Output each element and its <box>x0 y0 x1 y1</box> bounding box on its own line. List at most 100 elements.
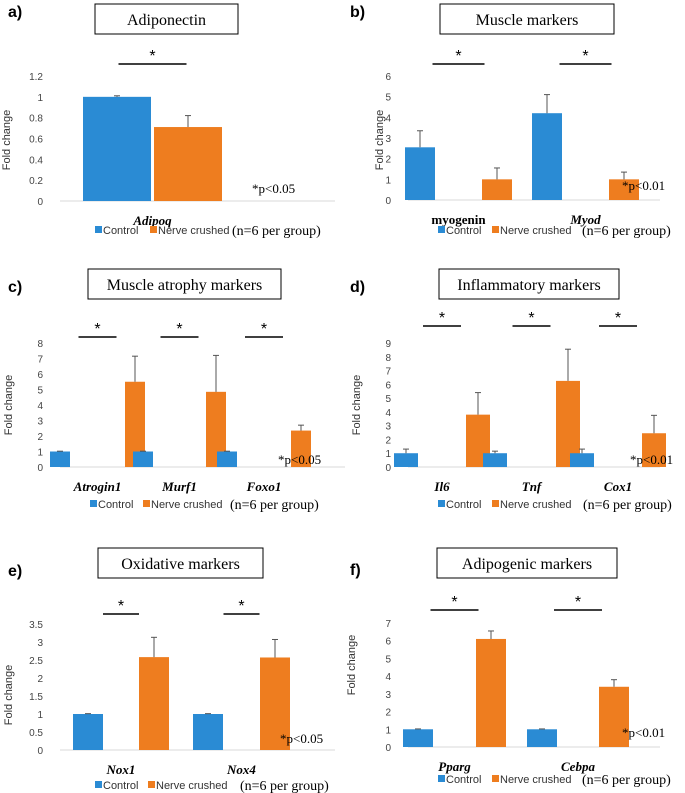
category-label: Nox4 <box>226 762 256 777</box>
significance-star: * <box>94 321 100 338</box>
y-tick-label: 0 <box>385 463 391 474</box>
significance-star: * <box>118 598 124 615</box>
significance-star: * <box>238 598 244 615</box>
y-tick-label: 2.5 <box>29 656 43 667</box>
legend-label-control: Control <box>98 499 133 511</box>
bar-control <box>403 729 433 747</box>
significance-star: * <box>261 321 267 338</box>
bar-control <box>483 453 507 467</box>
y-tick-label: 9 <box>385 339 391 350</box>
y-tick-label: 1.2 <box>29 72 43 83</box>
significance-star: * <box>439 310 445 327</box>
category-label: Il6 <box>433 479 450 494</box>
legend-swatch-control <box>95 781 102 788</box>
group-size-note: (n=6 per group) <box>582 224 671 239</box>
panel-label: d) <box>350 279 365 296</box>
chart-panel-2: b) Muscle markers Fold change 0 1 2 3 4 5 6 * myoge… <box>350 3 671 239</box>
title-box <box>436 547 618 579</box>
chart-panel-1: a) Adiponectin Fold change 0 0.2 0.4 0.6 0.8 1 1.… <box>1 3 335 239</box>
legend-label-nerve-crushed: Nerve crushed <box>158 225 230 237</box>
y-axis-label: Fold change <box>351 375 363 436</box>
bar-control <box>527 729 557 747</box>
y-tick-label: 4 <box>37 401 43 412</box>
bar-nerve-crushed <box>291 430 311 467</box>
y-tick-label: 8 <box>385 353 391 364</box>
y-tick-label: 2 <box>385 155 391 166</box>
legend-swatch-nerve-crushed <box>492 775 499 782</box>
significance-star: * <box>528 310 534 327</box>
title-box <box>438 268 620 300</box>
chart-title: Inflammatory markers <box>457 277 601 294</box>
bar-nerve-crushed <box>139 657 169 750</box>
legend-swatch-nerve-crushed <box>492 500 499 507</box>
bar-control <box>133 451 153 467</box>
legend-label-control: Control <box>103 225 138 237</box>
significance-star: * <box>455 48 461 65</box>
panel-label: c) <box>8 279 22 296</box>
legend-label-control: Control <box>446 225 481 237</box>
y-tick-label: 0 <box>37 746 43 757</box>
panel-label: b) <box>350 4 365 21</box>
legend-swatch-control <box>95 226 102 233</box>
y-tick-label: 4 <box>385 672 391 683</box>
p-value: *p<0.01 <box>622 178 665 193</box>
legend-swatch-control <box>438 775 445 782</box>
y-tick-label: 0.2 <box>29 176 43 187</box>
significance-star: * <box>615 310 621 327</box>
y-axis-label: Fold change <box>3 665 15 726</box>
y-tick-label: 5 <box>385 93 391 104</box>
significance-star: * <box>176 321 182 338</box>
legend-label-nerve-crushed: Nerve crushed <box>156 780 228 792</box>
p-value: *p<0.01 <box>622 725 665 740</box>
y-tick-label: 4 <box>385 408 391 419</box>
y-tick-label: 5 <box>385 654 391 665</box>
y-tick-label: 4 <box>385 113 391 124</box>
chart-panel-4: d) Inflammatory markers Fold change 0 1 2 3 4 5 6… <box>350 268 673 513</box>
chart-panel-3: c) Muscle atrophy markers Fold change 0 1 2 3 4… <box>3 268 345 513</box>
bar-nerve-crushed <box>599 686 629 747</box>
legend-swatch-nerve-crushed <box>143 500 150 507</box>
category-label: Adipoq <box>132 213 172 228</box>
legend-label-control: Control <box>103 780 138 792</box>
bar-nerve-crushed <box>556 380 580 467</box>
y-tick-label: 0.8 <box>29 114 43 125</box>
y-tick-label: 1 <box>37 93 43 104</box>
y-tick-label: 0 <box>37 463 43 474</box>
bar-control <box>83 96 151 201</box>
category-label: Nox1 <box>106 762 136 777</box>
bar-nerve-crushed <box>476 638 506 747</box>
y-tick-label: 6 <box>37 370 43 381</box>
p-value: *p<0.05 <box>252 181 295 196</box>
chart-title: Muscle markers <box>476 12 579 29</box>
bar-nerve-crushed <box>260 657 290 750</box>
y-tick-label: 6 <box>385 637 391 648</box>
category-label: Tnf <box>522 479 543 494</box>
legend-label-nerve-crushed: Nerve crushed <box>500 774 572 786</box>
legend-label-nerve-crushed: Nerve crushed <box>151 499 223 511</box>
y-axis-label: Fold change <box>374 110 386 171</box>
y-tick-label: 0 <box>385 743 391 754</box>
legend-swatch-nerve-crushed <box>148 781 155 788</box>
category-label: Murf1 <box>161 479 197 494</box>
bar-nerve-crushed <box>154 127 222 201</box>
y-tick-label: 5 <box>385 394 391 405</box>
y-tick-label: 2 <box>37 432 43 443</box>
y-tick-label: 0.5 <box>29 728 43 739</box>
chart-panel-5: e) Oxidative markers Fold change 0 0.5 1 1.5 2 2… <box>3 547 335 793</box>
bar-control <box>532 113 562 200</box>
bar-control <box>50 451 70 467</box>
y-tick-label: 7 <box>37 355 43 366</box>
legend-swatch-nerve-crushed <box>150 226 157 233</box>
y-axis-label: Fold change <box>3 375 15 436</box>
bar-control <box>405 147 435 200</box>
chart-panel-6: f) Adipogenic markers Fold change 0 1 2 3 4 5 6 7 *… <box>346 547 671 788</box>
bar-nerve-crushed <box>125 381 145 467</box>
category-label: Cox1 <box>604 479 632 494</box>
legend-swatch-control <box>438 226 445 233</box>
y-axis-label: Fold change <box>1 110 13 171</box>
legend-swatch-nerve-crushed <box>492 226 499 233</box>
y-tick-label: 1 <box>37 710 43 721</box>
bar-control <box>73 714 103 750</box>
significance-star: * <box>582 48 588 65</box>
group-size-note: (n=6 per group) <box>230 498 319 513</box>
